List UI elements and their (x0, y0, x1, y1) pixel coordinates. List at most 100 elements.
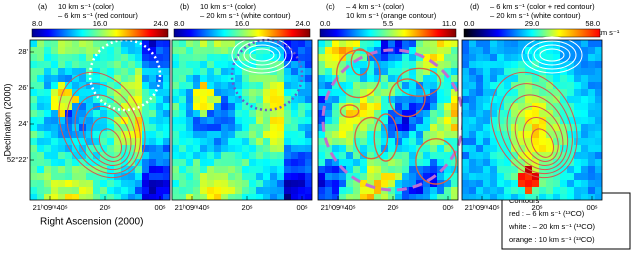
map-pixel (242, 75, 249, 82)
map-pixel (511, 40, 518, 47)
map-pixel (476, 159, 483, 166)
map-pixel (360, 89, 367, 96)
map-pixel (409, 96, 416, 103)
map-pixel (346, 138, 353, 145)
red-contour (90, 117, 127, 162)
map-pixel (339, 75, 346, 82)
map-pixel (476, 194, 483, 200)
map-pixel (518, 82, 525, 89)
map-pixel (221, 47, 228, 54)
map-pixel (497, 173, 504, 180)
map-pixel (100, 68, 107, 75)
map-pixel (402, 96, 409, 103)
map-pixel (444, 180, 451, 187)
map-pixel (163, 75, 170, 82)
map-pixel (539, 180, 546, 187)
map-pixel (560, 96, 567, 103)
map-pixel (518, 75, 525, 82)
map-pixel (249, 54, 256, 61)
map-pixel (221, 61, 228, 68)
map-pixel (332, 180, 339, 187)
colorbar-tick-label: 11.0 (442, 19, 456, 28)
map-pixel (298, 103, 305, 110)
map-pixel (353, 117, 360, 124)
map-pixel (483, 47, 490, 54)
map-pixel (270, 145, 277, 152)
map-pixel (511, 173, 518, 180)
map-pixel (532, 131, 539, 138)
map-pixel (511, 187, 518, 194)
map-pixel (270, 96, 277, 103)
map-pixel (207, 138, 214, 145)
map-pixel (107, 187, 114, 194)
map-pixel (58, 194, 65, 200)
map-pixel (511, 68, 518, 75)
map-pixel (318, 145, 325, 152)
map-pixel (325, 75, 332, 82)
map-pixel (497, 194, 504, 200)
map-pixel (100, 89, 107, 96)
map-pixel (504, 159, 511, 166)
map-pixel (546, 187, 553, 194)
map-pixel (193, 75, 200, 82)
map-pixel (532, 166, 539, 173)
map-pixel (228, 82, 235, 89)
map-pixel (72, 82, 79, 89)
map-pixel (469, 180, 476, 187)
map-pixel (416, 75, 423, 82)
map-pixel (149, 96, 156, 103)
map-pixel (462, 68, 469, 75)
map-pixel (318, 82, 325, 89)
map-pixel (149, 166, 156, 173)
map-pixel (339, 110, 346, 117)
map-pixel (581, 166, 588, 173)
map-pixel (539, 152, 546, 159)
map-pixel (44, 82, 51, 89)
map-pixel (214, 124, 221, 131)
map-pixel (504, 166, 511, 173)
map-pixel (186, 82, 193, 89)
map-pixel (546, 180, 553, 187)
map-pixel (107, 131, 114, 138)
map-pixel (179, 180, 186, 187)
map-pixel (100, 145, 107, 152)
map-pixel (588, 89, 595, 96)
map-pixel (553, 145, 560, 152)
map-pixel (360, 187, 367, 194)
map-pixel (360, 96, 367, 103)
map-pixel (298, 138, 305, 145)
map-pixel (37, 110, 44, 117)
map-pixel (305, 166, 312, 173)
map-pixel (325, 173, 332, 180)
map-pixel (490, 75, 497, 82)
map-pixel (574, 152, 581, 159)
map-pixel (409, 194, 416, 200)
map-pixel (353, 173, 360, 180)
map-pixel (574, 159, 581, 166)
map-pixel (242, 194, 249, 200)
map-pixel (65, 54, 72, 61)
map-pixel (402, 159, 409, 166)
map-pixel (539, 40, 546, 47)
map-pixel (581, 180, 588, 187)
map-pixel (325, 40, 332, 47)
map-pixel (381, 131, 388, 138)
map-pixel (511, 96, 518, 103)
map-pixel (525, 152, 532, 159)
map-pixel (353, 110, 360, 117)
map-pixel (381, 96, 388, 103)
map-pixel (128, 117, 135, 124)
map-pixel (100, 82, 107, 89)
map-pixel (79, 61, 86, 68)
map-pixel (58, 110, 65, 117)
map-pixel (65, 40, 72, 47)
map-pixel (37, 131, 44, 138)
map-pixel (86, 159, 93, 166)
map-pixel (588, 61, 595, 68)
map-pixel (186, 103, 193, 110)
map-pixel (574, 47, 581, 54)
map-pixel (567, 40, 574, 47)
map-pixel (58, 166, 65, 173)
map-pixel (172, 47, 179, 54)
map-pixel (235, 194, 242, 200)
